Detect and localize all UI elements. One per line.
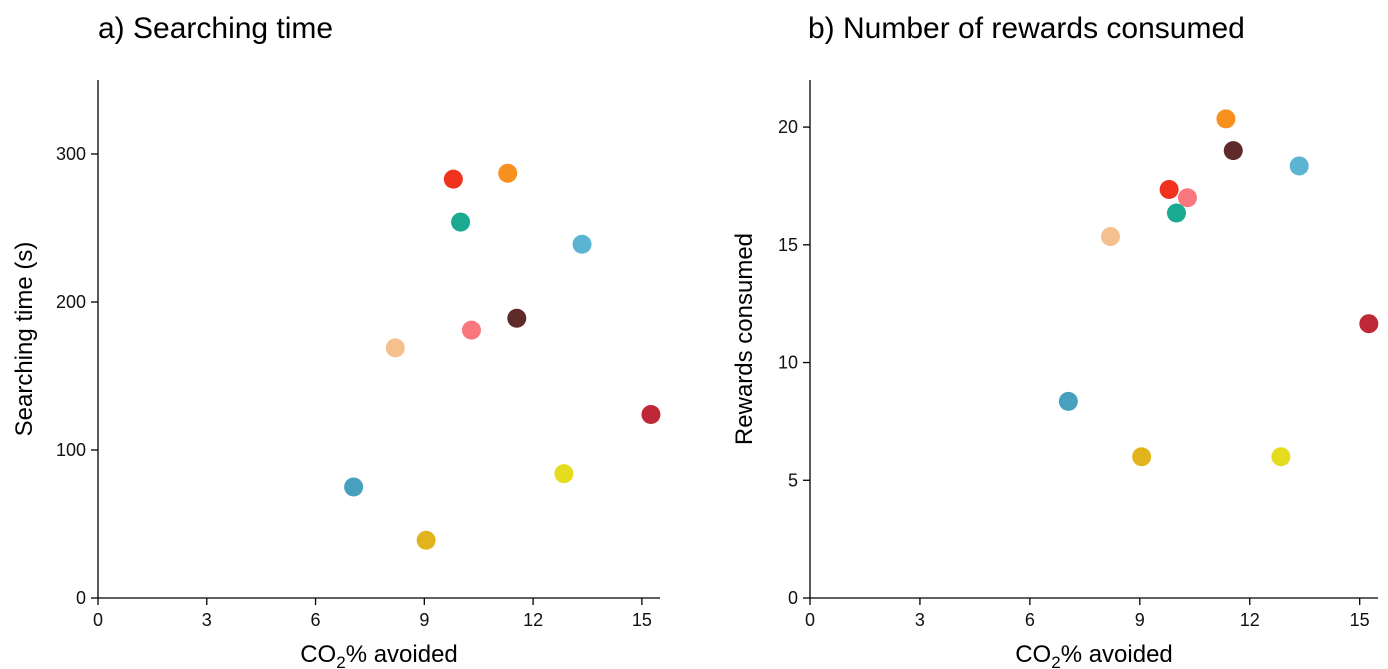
- x-axis-label-rest: % avoided: [1061, 641, 1173, 668]
- x-tick-label: 6: [1025, 610, 1035, 630]
- data-point: [1289, 156, 1309, 176]
- data-point: [1177, 188, 1197, 208]
- data-point: [1058, 391, 1078, 411]
- x-tick-label: 0: [93, 610, 103, 630]
- data-point: [385, 338, 405, 358]
- x-tick-label: 12: [523, 610, 543, 630]
- y-tick-label: 0: [788, 588, 798, 608]
- data-point: [1271, 447, 1291, 467]
- data-point: [1359, 314, 1379, 334]
- x-axis-label: CO2% avoided: [1015, 641, 1173, 669]
- data-point: [443, 169, 463, 189]
- data-point: [498, 163, 518, 183]
- y-tick-label: 100: [56, 440, 86, 460]
- data-point: [554, 464, 574, 484]
- x-tick-label: 15: [1350, 610, 1370, 630]
- data-point: [1132, 447, 1152, 467]
- y-tick-label: 20: [778, 117, 798, 137]
- x-tick-label: 6: [311, 610, 321, 630]
- data-point: [507, 308, 527, 328]
- y-axis-label: Rewards consumed: [731, 233, 758, 445]
- x-tick-label: 12: [1240, 610, 1260, 630]
- panel-b-rewards-consumed: b) Number of rewards consumed 0 3 6 9 12 15 0 5 1…: [731, 12, 1379, 669]
- y-tick-label: 200: [56, 292, 86, 312]
- data-point: [1159, 179, 1179, 199]
- y-tick-label: 300: [56, 144, 86, 164]
- x-tick-label: 9: [419, 610, 429, 630]
- data-point: [572, 234, 592, 254]
- x-tick-label: 15: [632, 610, 652, 630]
- y-tick-label: 0: [76, 588, 86, 608]
- data-point: [1166, 203, 1186, 223]
- y-tick-label: 10: [778, 353, 798, 373]
- x-axis-label-rest: % avoided: [346, 641, 458, 668]
- data-point: [451, 212, 471, 232]
- x-tick-label: 3: [915, 610, 925, 630]
- panel-title: b) Number of rewards consumed: [808, 12, 1245, 45]
- y-axis-label: Searching time (s): [11, 242, 38, 437]
- data-point: [344, 477, 364, 497]
- y-tick-label: 5: [788, 470, 798, 490]
- panel-title: a) Searching time: [98, 12, 333, 45]
- panel-a-searching-time: a) Searching time 0 3 6 9 12 15 0 100 200 300 CO2% …: [11, 12, 661, 669]
- x-axis-label-main: CO: [1015, 641, 1051, 668]
- data-point: [1216, 109, 1236, 129]
- x-tick-label: 3: [202, 610, 212, 630]
- x-axis-label-subscript: 2: [1051, 653, 1060, 669]
- x-tick-label: 9: [1135, 610, 1145, 630]
- x-axis-label-main: CO: [300, 641, 336, 668]
- data-point: [1223, 141, 1243, 161]
- y-tick-label: 15: [778, 235, 798, 255]
- x-axis-label: CO2% avoided: [300, 641, 458, 669]
- data-point: [641, 404, 661, 424]
- data-point: [1100, 227, 1120, 247]
- x-axis-label-subscript: 2: [336, 653, 345, 669]
- data-point: [461, 320, 481, 340]
- data-point: [416, 530, 436, 550]
- x-tick-label: 0: [805, 610, 815, 630]
